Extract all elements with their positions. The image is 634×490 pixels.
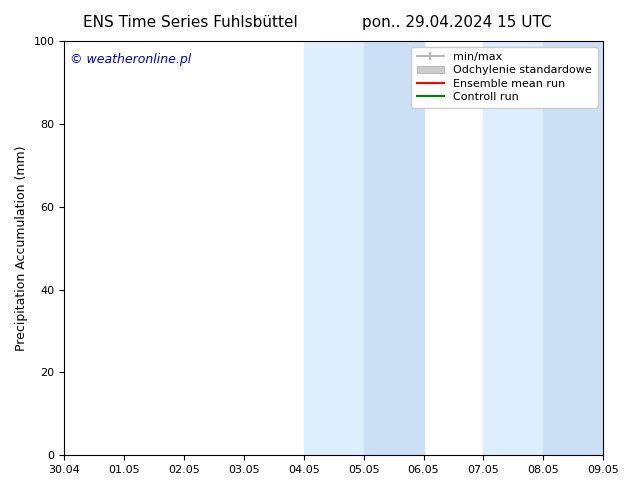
Text: pon.. 29.04.2024 15 UTC: pon.. 29.04.2024 15 UTC	[361, 15, 552, 30]
Text: © weatheronline.pl: © weatheronline.pl	[70, 53, 191, 67]
Bar	[483, 41, 543, 455]
Text: ENS Time Series Fuhlsbüttel: ENS Time Series Fuhlsbüttel	[83, 15, 297, 30]
Legend: min/max, Odchylenie standardowe, Ensemble mean run, Controll run: min/max, Odchylenie standardowe, Ensembl…	[411, 47, 598, 108]
Bar	[364, 41, 424, 455]
Y-axis label: Precipitation Accumulation (mm): Precipitation Accumulation (mm)	[15, 146, 28, 351]
Bar	[304, 41, 364, 455]
Bar	[543, 41, 603, 455]
